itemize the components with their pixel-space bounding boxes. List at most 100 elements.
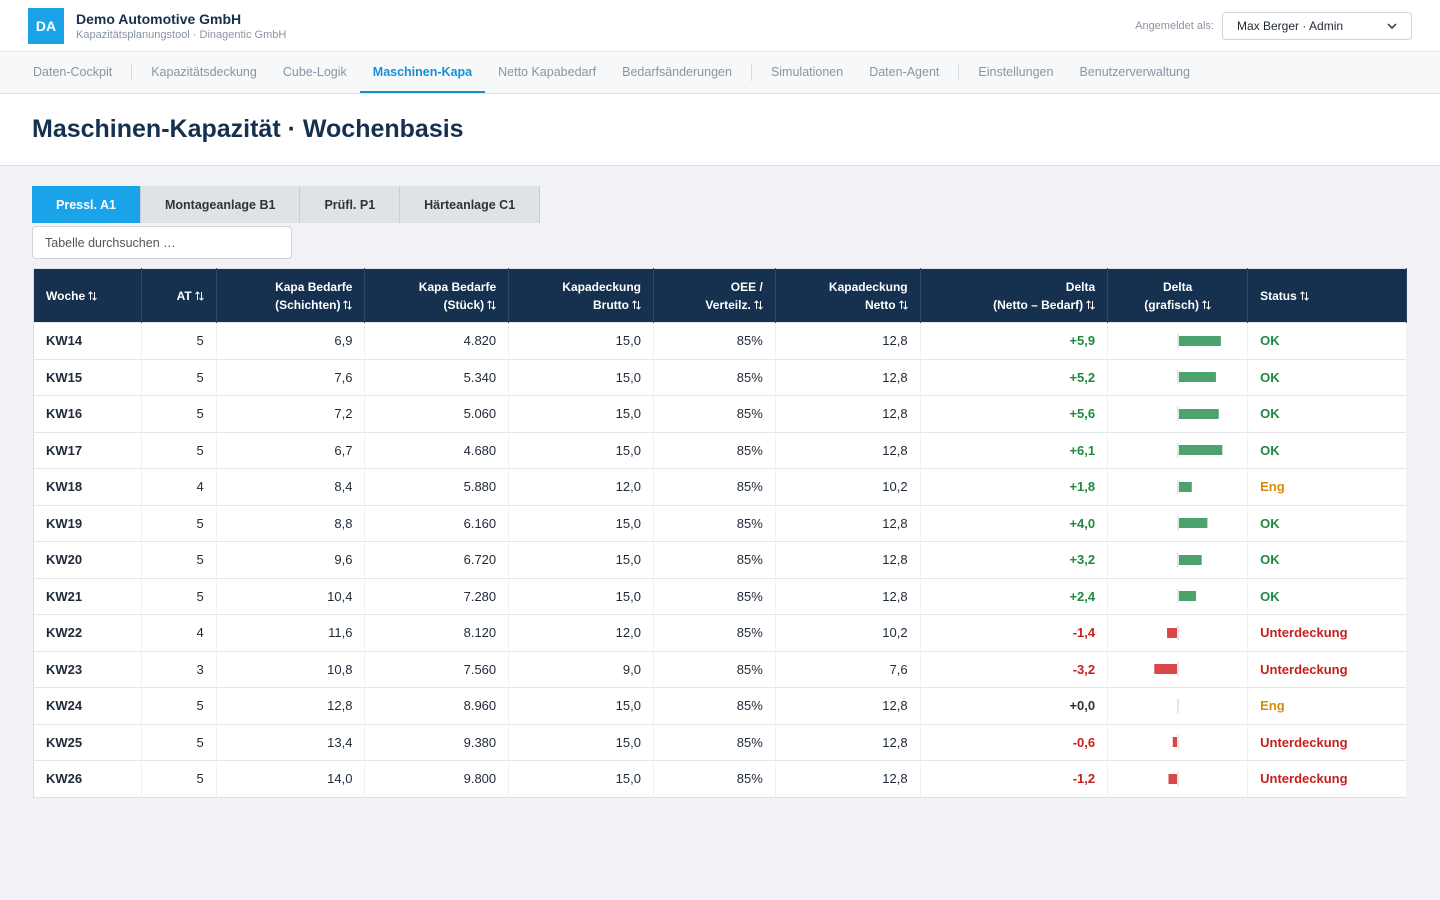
nav-item[interactable]: Daten-Agent [869,64,940,79]
status: OK [1247,358,1407,396]
cell: 9.380 [364,723,510,761]
cell: 85% [653,504,776,542]
cell: 15,0 [508,723,654,761]
cell: 12,8 [775,723,921,761]
column-label: Kapadeckung Netto [828,279,908,312]
delta-bar-cell [1107,468,1249,505]
delta-chart [1177,479,1192,494]
sort-icon [632,300,641,311]
cell: 4.820 [364,322,510,359]
status: Unterdeckung [1247,723,1407,761]
user-select[interactable]: Max Berger · Admin [1222,11,1412,40]
tabs: Pressl. A1 Montageanlage B1 Prüfl. P1 Härte… [32,186,1440,223]
delta-bar [1168,773,1178,784]
cell: KW17 [33,431,142,469]
search-input[interactable]: Tabelle durchsuchen … [32,226,292,259]
tab[interactable]: Pressl. A1 [32,186,141,223]
delta-bar-cell [1107,395,1249,432]
delta-bar [1179,445,1223,456]
delta-chart [1172,735,1179,750]
delta-bar-cell [1107,687,1249,724]
logo: DA [28,7,64,44]
cell: 15,0 [508,687,654,724]
column-header[interactable]: Delta (Netto – Bedarf) [920,268,1109,323]
delta-chart [1177,552,1202,567]
column-header[interactable]: Kapa Bedarfe (Schichten) [216,268,366,323]
status: OK [1247,541,1407,578]
delta: +1,8 [920,468,1109,505]
column-header[interactable]: Delta (grafisch) [1107,268,1249,323]
cell: KW26 [33,760,142,797]
cell: KW22 [33,614,142,651]
delta-bar-cell [1107,541,1249,578]
table-row: KW16 5 7,2 5.060 15,0 85% 12,8 +5,6 OK [33,395,1407,432]
table-row: KW26 5 14,0 9.800 15,0 85% 12,8 -1,2 Unterdeckun… [33,760,1407,797]
cell: KW14 [33,322,142,359]
cell: 10,2 [775,614,921,651]
delta-chart [1177,406,1219,421]
delta-chart [1168,771,1179,786]
delta-chart [1177,516,1208,531]
delta-bar-cell [1107,577,1249,615]
column-header[interactable]: OEE / Verteilz. [653,268,776,323]
column-header[interactable]: Kapa Bedarfe (Stück) [364,268,510,323]
cell: 9.800 [364,760,510,797]
table-row: KW22 4 11,6 8.120 12,0 85% 10,2 -1,4 Unterdeckun… [33,614,1407,651]
delta-chart [1177,443,1223,458]
delta-bar [1179,481,1192,492]
nav-item[interactable]: Daten-Cockpit [33,64,113,79]
cell: 7.560 [364,650,510,688]
delta-chart [1177,589,1197,604]
nav-item[interactable]: Bedarfsänderungen [622,64,732,79]
delta-bar-cell [1107,650,1249,688]
cell: 5.060 [364,395,510,432]
delta-bar [1179,554,1202,565]
delta-chart [1177,333,1222,348]
column-header[interactable]: Status [1247,268,1407,323]
cell: 11,6 [216,614,366,651]
nav-item[interactable]: Simulationen [770,64,844,79]
column-label: Status [1260,288,1297,303]
status: Unterdeckung [1247,614,1407,651]
delta: -3,2 [920,650,1109,688]
delta-bar-cell [1107,504,1249,542]
column-header[interactable]: Woche [33,268,142,323]
column-header[interactable]: Kapadeckung Brutto [508,268,654,323]
column-label: Kapa Bedarfe (Schichten) [275,279,353,312]
nav: Daten-Cockpit Kapazitätsdeckung Cube-Logik… [0,52,1440,94]
delta: -0,6 [920,723,1109,761]
nav-item[interactable]: Einstellungen [978,64,1054,79]
page-title: Maschinen-Kapazität · Wochenbasis [0,94,1440,166]
chevron [1387,22,1397,29]
nav-item[interactable]: Maschinen-Kapa [359,52,486,93]
sort-icon [88,291,97,302]
column-header[interactable]: Kapadeckung Netto [775,268,921,323]
cell: 8,4 [216,468,366,505]
cell: 85% [653,687,776,724]
nav-item[interactable]: Cube-Logik [282,64,347,79]
cell: 8.960 [364,687,510,724]
cell: 3 [141,650,217,688]
delta: +5,6 [920,395,1109,432]
cell: 85% [653,468,776,505]
header-row: Woche AT Kapa Bedarfe (Schichten) Kapa Beda… [33,268,1407,323]
cell: 13,4 [216,723,366,761]
column-label: AT [176,288,192,303]
cell: 85% [653,760,776,797]
tab[interactable]: Montageanlage B1 [141,186,301,223]
tab[interactable]: Prüfl. P1 [300,186,401,223]
cell: 5 [141,577,217,615]
cell: KW21 [33,577,142,615]
delta-chart [1177,698,1179,713]
nav-item[interactable]: Benutzerverwaltung [1079,64,1190,79]
nav-item[interactable]: Netto Kapabedarf [498,64,597,79]
table-row: KW17 5 6,7 4.680 15,0 85% 12,8 +6,1 OK [33,431,1407,469]
cell: 85% [653,577,776,615]
table-row: KW14 5 6,9 4.820 15,0 85% 12,8 +5,9 OK [33,322,1407,359]
cell: 9,6 [216,541,366,578]
column-header[interactable]: AT [141,268,217,323]
table-body: KW14 5 6,9 4.820 15,0 85% 12,8 +5,9 OK KW15 5 7,6 5.… [33,322,1407,797]
nav-item[interactable]: Kapazitätsdeckung [151,64,257,79]
tab[interactable]: Härteanlage C1 [400,186,541,223]
